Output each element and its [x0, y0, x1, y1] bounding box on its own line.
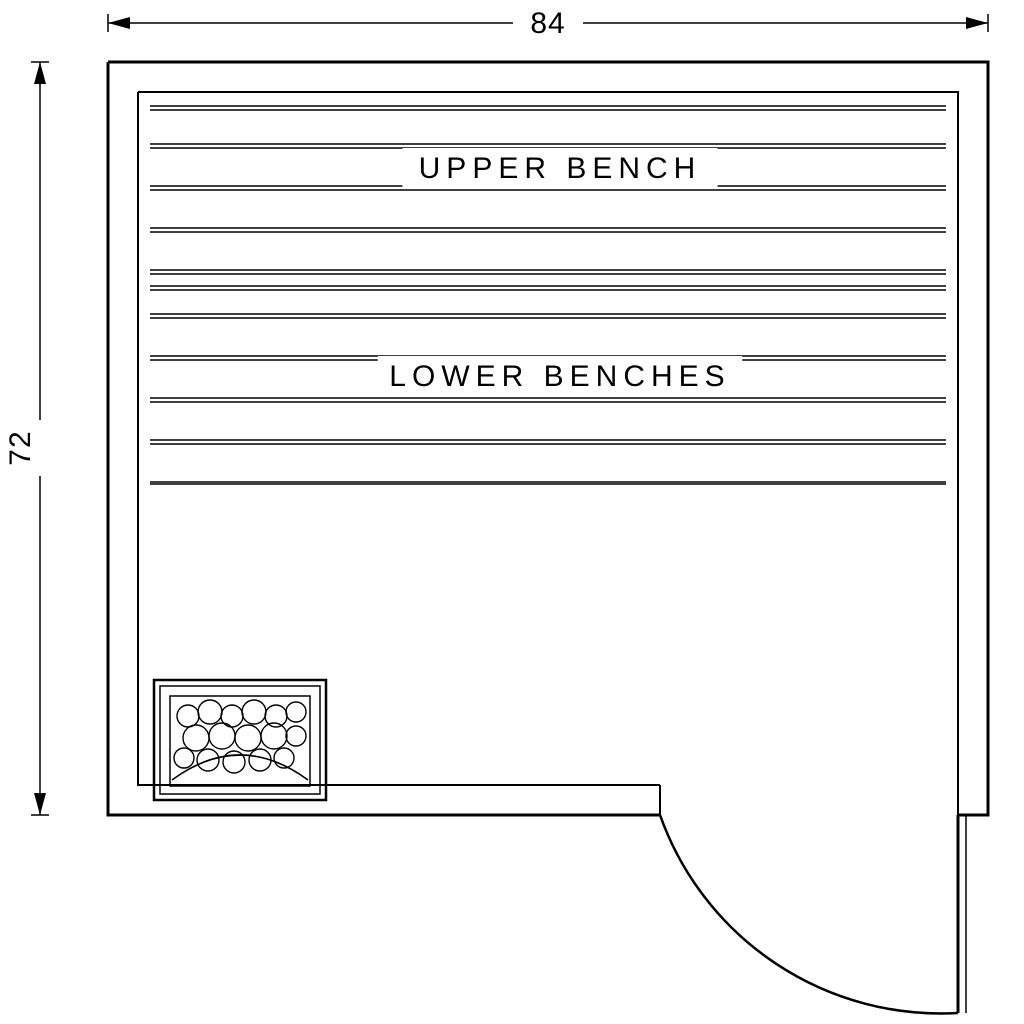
upper-bench-label: UPPER BENCH — [419, 152, 702, 185]
dim-top-arrow-left — [108, 17, 130, 29]
heater-stone — [286, 726, 306, 746]
heater-stone — [209, 723, 235, 749]
heater-stone — [177, 705, 199, 727]
heater-arc — [172, 755, 308, 780]
heater-stone — [242, 700, 266, 724]
heater-stone — [198, 700, 222, 724]
lower-bench-label: LOWER BENCHES — [389, 360, 730, 393]
heater-stone — [286, 702, 306, 722]
heater-stone — [249, 749, 271, 771]
heater-stone — [174, 748, 194, 768]
dim-left-arrow-bottom — [34, 793, 46, 815]
dim-height-label: 72 — [4, 430, 37, 465]
dim-top-arrow-right — [966, 17, 988, 29]
door-swing-arc — [660, 815, 958, 1013]
heater-stone — [183, 725, 209, 751]
dim-width-label: 84 — [530, 7, 565, 40]
heater-outer — [154, 680, 326, 800]
heater-stone — [235, 725, 261, 751]
dim-left-arrow-top — [34, 62, 46, 84]
